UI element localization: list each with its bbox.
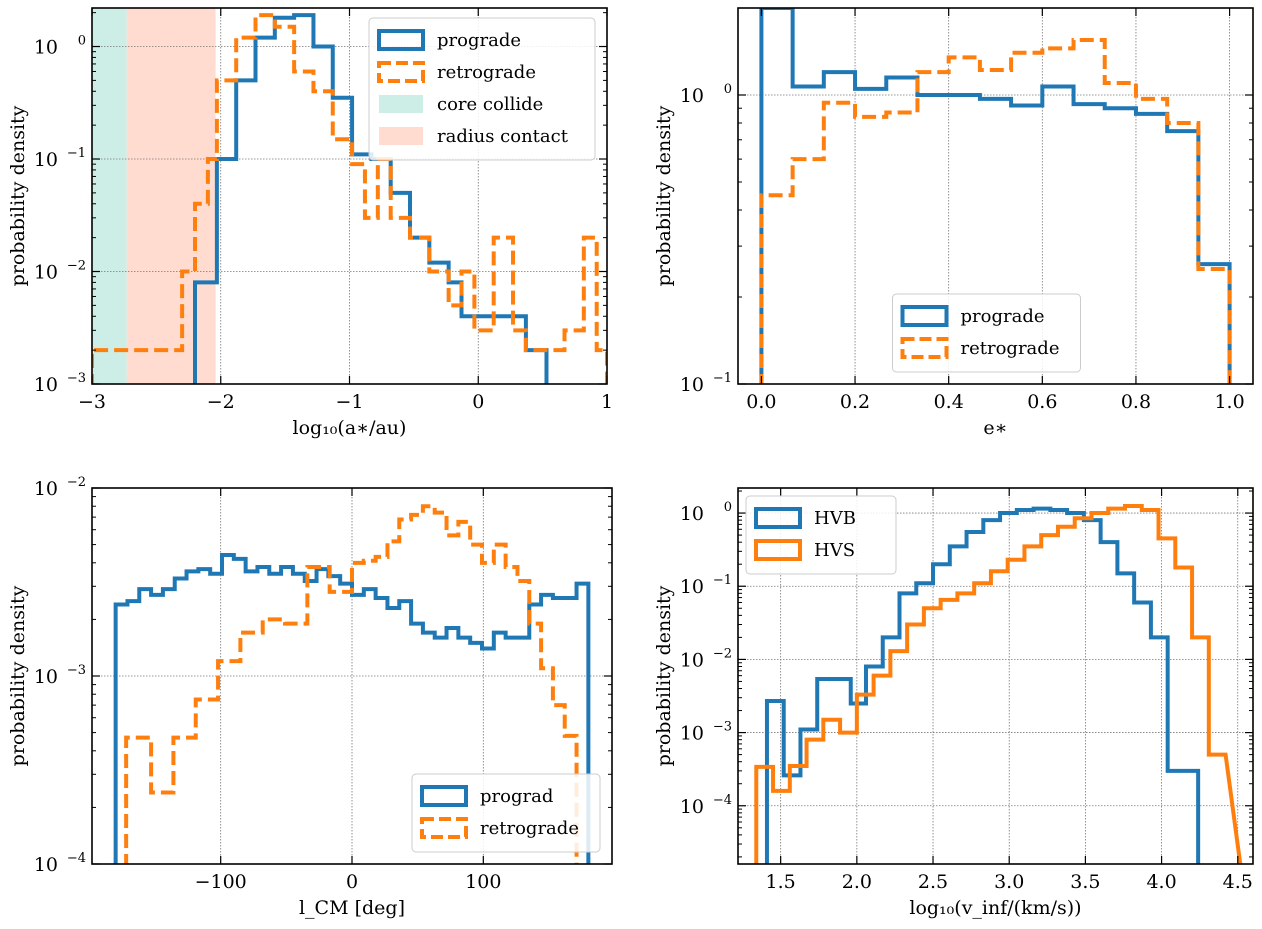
x-axis-label: log₁₀(v_inf/(km/s)) (909, 897, 1081, 919)
x-tick-label: 100 (465, 871, 501, 893)
y-tick-label: 10 (680, 576, 704, 598)
legend-box (745, 495, 897, 575)
y-axis-label: probability density (7, 105, 29, 286)
legend-swatch-prograde (377, 29, 425, 51)
x-tick-label: 0 (472, 391, 484, 413)
legend-swatch-retrograde (900, 337, 949, 359)
y-tick-exponent: 0 (724, 82, 732, 97)
legend-label: retrograde (437, 62, 536, 83)
legend-swatch-retrograde (377, 61, 425, 83)
x-tick-label: 0.2 (840, 391, 870, 413)
chart-l: −100 0 100 10 −4 10 −3 10 −2 l_CM [deg] probabilit… (7, 475, 613, 919)
x-tick-label: 0.6 (1027, 391, 1057, 413)
x-axis-label: e∗ (983, 417, 1007, 439)
y-tick-exponent: −1 (67, 146, 86, 161)
legend: prograde retrograde core collide radius con… (368, 17, 596, 161)
y-tick-exponent: −1 (713, 573, 732, 588)
legend-swatch-HVB (754, 507, 802, 529)
x-tick-label: 2.0 (842, 871, 872, 893)
chart-e: 0.0 0.2 0.4 0.6 0.8 1.0 10 −1 10 0 e∗ probability d… (653, 7, 1254, 439)
legend-label: retrograde (480, 818, 579, 839)
y-tick-label: 10 (34, 374, 58, 396)
legend-swatch-prograd (420, 785, 468, 807)
y-tick-exponent: 0 (724, 500, 732, 515)
legend-label: prograd (480, 786, 553, 807)
y-tick-exponent: −1 (713, 371, 732, 386)
y-axis-label: probability density (653, 585, 675, 766)
y-tick-exponent: 0 (78, 34, 86, 49)
legend-swatch-core-collide (379, 95, 423, 113)
y-tick-label: 10 (34, 666, 58, 688)
x-tick-label: 1 (601, 391, 613, 413)
y-tick-exponent: −4 (713, 793, 732, 808)
legend-label: HVB (814, 508, 856, 529)
legend-swatch-radius-contact (379, 127, 423, 145)
series-retrograde (759, 37, 1232, 384)
series-HVB (764, 506, 1201, 864)
y-tick-label: 10 (680, 374, 704, 396)
band-radius-contact (126, 8, 216, 384)
y-tick-exponent: −3 (713, 720, 732, 735)
x-tick-label: 3.5 (1070, 871, 1100, 893)
y-tick-label: 10 (680, 649, 704, 671)
legend: prograd retrograde (411, 773, 601, 853)
x-tick-label: 4.0 (1146, 871, 1176, 893)
series-HVS (754, 503, 1243, 864)
y-tick-label: 10 (34, 478, 58, 500)
x-tick-label: 0 (346, 871, 358, 893)
y-tick-label: 10 (34, 149, 58, 171)
legend-label: retrograde (961, 338, 1060, 359)
x-axis-label: l_CM [deg] (299, 897, 405, 919)
y-tick-exponent: −3 (67, 371, 86, 386)
x-tick-label: −1 (335, 391, 363, 413)
y-tick-exponent: −2 (67, 475, 86, 490)
x-axis-label: log₁₀(a∗/au) (293, 417, 407, 439)
series-retrograde (124, 504, 579, 864)
y-tick-exponent: −4 (67, 851, 86, 866)
x-tick-label: 1.5 (766, 871, 796, 893)
legend-label: prograde (437, 30, 521, 51)
legend-label: radius contact (437, 126, 569, 147)
y-axis-label: probability density (653, 105, 675, 286)
x-tick-label: 0.0 (746, 391, 776, 413)
y-tick-label: 10 (34, 37, 58, 59)
plot-frame (737, 7, 1254, 385)
legend: HVB HVS (745, 495, 897, 575)
y-axis-label: probability density (7, 585, 29, 766)
x-tick-label: 1.0 (1214, 391, 1244, 413)
band-core-collide (92, 8, 127, 384)
x-tick-label: 4.5 (1223, 871, 1253, 893)
series-prograd (113, 553, 591, 864)
legend-swatch-retrograde (420, 817, 468, 839)
x-tick-label: 0.4 (934, 391, 964, 413)
legend-label: HVS (814, 540, 855, 561)
legend-box (892, 293, 1081, 373)
y-tick-label: 10 (680, 85, 704, 107)
x-tick-label: −2 (207, 391, 235, 413)
y-tick-label: 10 (34, 854, 58, 876)
y-tick-label: 10 (680, 796, 704, 818)
x-tick-label: 3.0 (994, 871, 1024, 893)
chart-a: −3 −2 −1 0 1 10 −3 10 −2 10 −1 10 0 log₁₀(a∗/au) proba… (7, 7, 613, 439)
y-tick-exponent: −2 (67, 259, 86, 274)
y-tick-label: 10 (680, 723, 704, 745)
series-retrograde (92, 13, 607, 384)
x-tick-label: −100 (195, 871, 247, 893)
y-tick-label: 10 (680, 503, 704, 525)
y-tick-exponent: −2 (713, 646, 732, 661)
legend: prograde retrograde (892, 293, 1081, 373)
legend-box (368, 17, 596, 161)
legend-label: prograde (961, 306, 1045, 327)
legend-swatch-HVS (754, 539, 802, 561)
legend-label: core collide (437, 94, 543, 115)
x-tick-label: 0.8 (1121, 391, 1151, 413)
y-tick-label: 10 (34, 262, 58, 284)
legend-box (411, 773, 601, 853)
x-tick-label: 2.5 (918, 871, 948, 893)
chart-v: 1.5 2.0 2.5 3.0 3.5 4.0 4.5 10 −4 10 −3 10 −2 10 −1 10 0… (653, 487, 1254, 919)
y-tick-exponent: −3 (67, 663, 86, 678)
legend-swatch-prograde (900, 305, 949, 327)
x-tick-label: −3 (78, 391, 106, 413)
